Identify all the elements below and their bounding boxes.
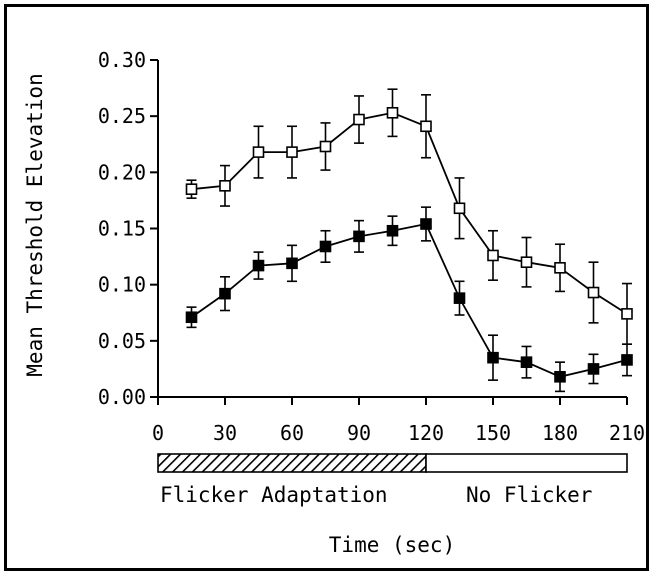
y-tick-label: 0.15: [98, 217, 146, 241]
data-point: [319, 140, 332, 153]
x-axis-label: Time (sec): [329, 533, 455, 557]
x-tick-label: 0: [152, 421, 164, 445]
data-point: [587, 286, 600, 299]
x-tick-label: 210: [609, 421, 645, 445]
y-axis-ticks: 0.00 0.05 0.10 0.15 0.20 0.25 0.30: [98, 48, 158, 409]
condition-segment: [425, 453, 628, 473]
data-point: [621, 354, 633, 366]
x-axis-ticks: 0 30 60 90 120 150 180 210: [152, 397, 645, 445]
y-tick-label: 0.10: [98, 273, 146, 297]
data-point: [185, 183, 198, 195]
data-point: [420, 218, 432, 230]
figure-frame: [4, 4, 649, 571]
y-tick-label: 0.30: [98, 48, 146, 72]
data-point: [453, 202, 466, 215]
condition-segment: [157, 453, 427, 473]
data-point: [286, 257, 298, 270]
data-point: [386, 224, 399, 237]
x-tick-label: 60: [280, 421, 304, 445]
condition-bar: Flicker Adaptation No Flicker: [157, 453, 628, 507]
data-point: [487, 249, 499, 262]
data-point: [353, 230, 365, 243]
data-point: [219, 287, 231, 300]
data-point: [520, 256, 533, 269]
x-tick-label: 90: [347, 421, 371, 445]
data-point: [420, 120, 432, 133]
data-point: [587, 363, 600, 375]
data-point: [453, 292, 466, 304]
y-tick-label: 0.05: [98, 329, 146, 353]
data-point: [252, 146, 265, 158]
condition-label: Flicker Adaptation: [160, 483, 388, 507]
data-point: [487, 351, 499, 364]
data-point: [286, 146, 298, 158]
series-layer: [185, 88, 633, 393]
y-tick-label: 0.20: [98, 160, 146, 184]
data-point: [353, 113, 365, 126]
series-1: [185, 88, 633, 346]
data-point: [621, 308, 633, 320]
data-point: [319, 240, 332, 253]
series-2: [185, 206, 633, 393]
condition-label: No Flicker: [466, 483, 592, 507]
data-point: [554, 262, 566, 274]
data-point: [386, 106, 399, 119]
series-line: [190, 222, 628, 378]
x-tick-label: 150: [475, 421, 511, 445]
x-tick-label: 30: [213, 421, 237, 445]
y-axis-label: Mean Threshold Elevation: [23, 73, 47, 376]
data-point: [554, 370, 566, 383]
y-tick-label: 0.00: [98, 385, 146, 409]
data-point: [219, 180, 231, 192]
y-tick-label: 0.25: [98, 104, 146, 128]
data-point: [252, 259, 265, 272]
x-tick-label: 180: [542, 421, 578, 445]
x-tick-label: 120: [408, 421, 444, 445]
series-line: [191, 111, 628, 315]
data-point: [185, 311, 198, 324]
data-point: [520, 356, 533, 368]
